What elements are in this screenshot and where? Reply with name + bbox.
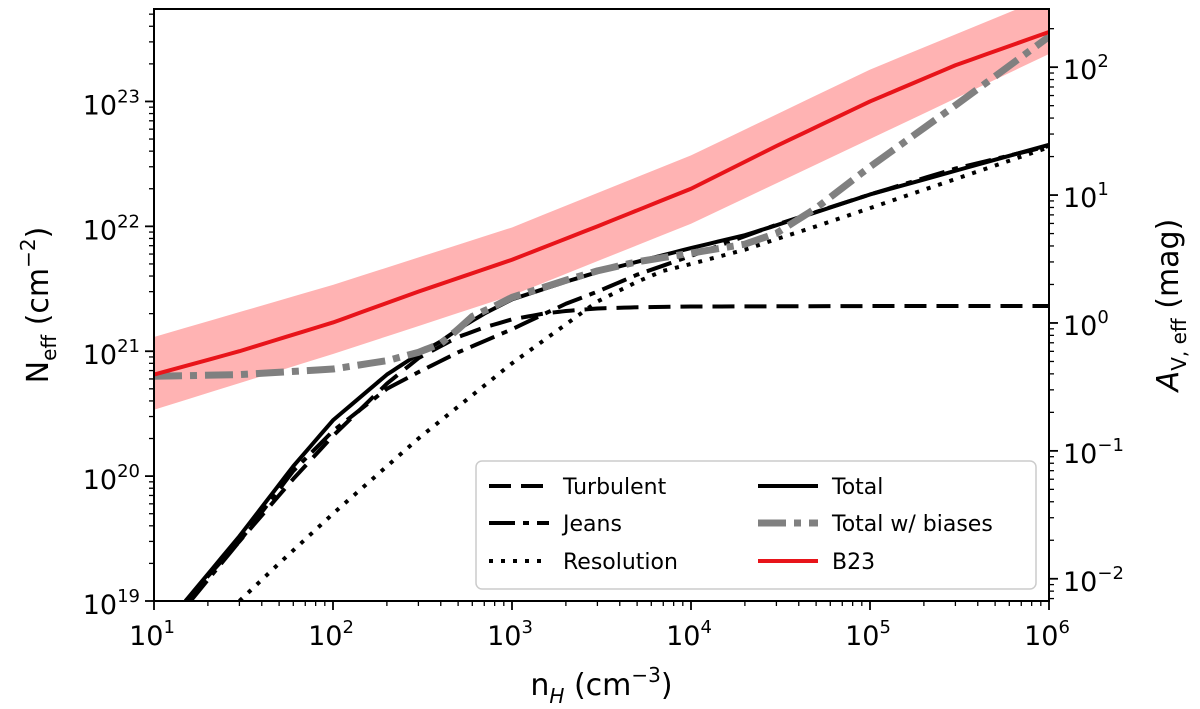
legend-item-total: Total: [758, 475, 883, 500]
legend-item-turbulent: Turbulent: [489, 475, 667, 500]
y-tick-label: 1023: [83, 86, 140, 121]
series-line-resolution: [238, 145, 1049, 601]
y-tick-label: 1020: [83, 461, 140, 496]
legend-label-resolution: Resolution: [563, 550, 678, 575]
band-layer: [154, 9, 1049, 410]
y-tick-label: 1019: [83, 586, 140, 621]
b23-uncertainty-band: [154, 9, 1049, 410]
legend: Turbulent Jeans Resolution Total Total w/ bi…: [475, 460, 1037, 590]
legend-label-total: Total: [831, 475, 883, 500]
x-tick-label: 103: [487, 617, 533, 652]
y2-tick-label: 101: [1063, 179, 1109, 214]
x-tick-label: 101: [129, 617, 175, 652]
legend-item-jeans: Jeans: [489, 512, 622, 537]
legend-label-total-w-biases: Total w/ biases: [831, 512, 993, 537]
legend-label-turbulent: Turbulent: [562, 475, 667, 500]
legend-item-total-w-biases: Total w/ biases: [758, 512, 993, 537]
series-line-total-w-biases: [154, 33, 1049, 380]
legend-item-resolution: Resolution: [489, 550, 678, 575]
y-tick-label: 1022: [83, 211, 140, 246]
plot-frame: [153, 8, 1050, 602]
y2-tick-label: 10−2: [1063, 563, 1124, 598]
y2-tick-label: 10−1: [1063, 435, 1124, 470]
x-tick-label: 105: [845, 617, 891, 652]
series-line-b23: [154, 30, 1049, 377]
series-line-turbulent: [184, 304, 1049, 601]
x-tick-label: 106: [1024, 617, 1070, 652]
y-tick-label: 1021: [83, 336, 140, 371]
y2-tick-label: 102: [1063, 51, 1109, 86]
legend-item-b23: B23: [758, 550, 875, 575]
series-line-jeans: [188, 144, 1049, 601]
axes-layer: 101 102 103 104 105 106 1019 1020 1021 1022 1023 10…: [16, 8, 1191, 708]
x-tick-label: 104: [666, 617, 712, 652]
x-tick-label: 102: [308, 617, 354, 652]
legend-label-b23: B23: [832, 550, 875, 575]
legend-label-jeans: Jeans: [561, 512, 622, 537]
y2-tick-label: 100: [1063, 307, 1109, 342]
x-axis-title: nH (cm−3): [530, 663, 672, 708]
y2-axis-title: AV, eff (mag): [1151, 219, 1191, 394]
y-axis-title: Neff (cm−2): [16, 227, 61, 384]
legend-box: [475, 460, 1037, 590]
series-layer: [154, 30, 1049, 601]
